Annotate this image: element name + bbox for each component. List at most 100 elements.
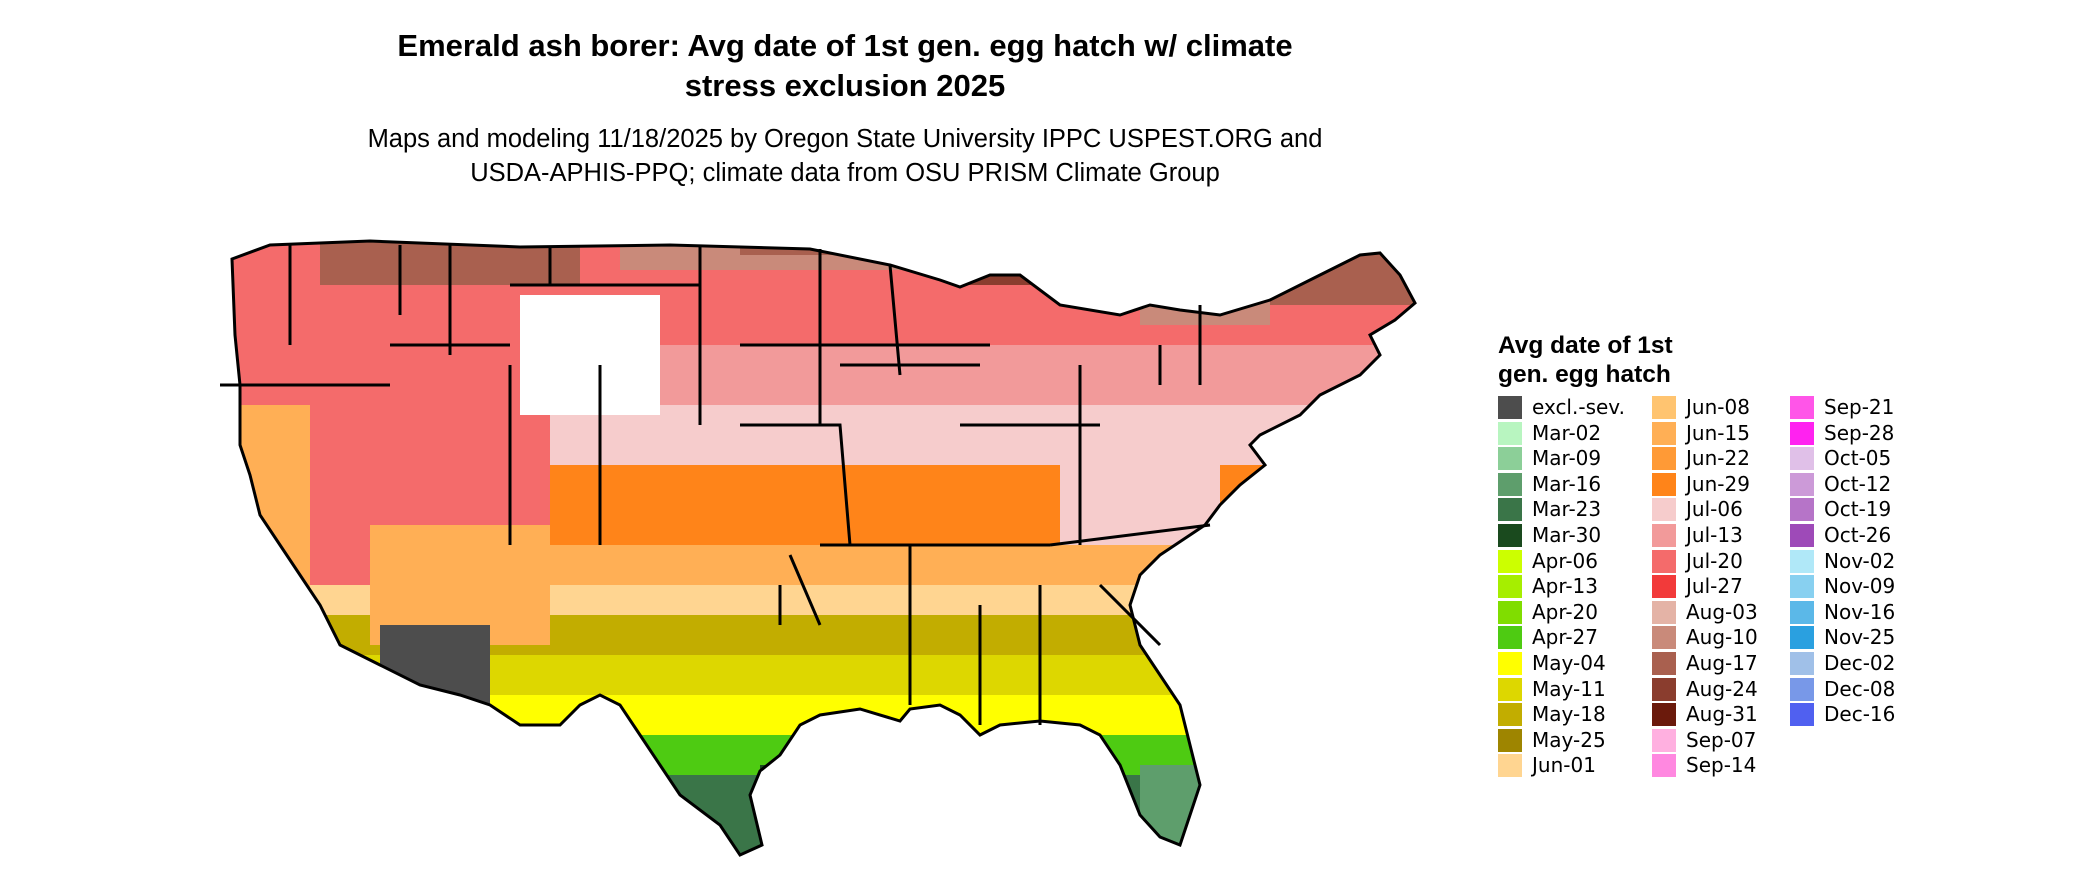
maine-region — [1270, 245, 1415, 305]
map-title: Emerald ash borer: Avg date of 1st gen. … — [340, 26, 1350, 106]
legend-label: Apr-20 — [1532, 599, 1598, 624]
legend-swatch — [1498, 472, 1522, 496]
legend-label: Sep-14 — [1686, 753, 1757, 778]
legend-label: Aug-10 — [1686, 625, 1758, 650]
legend-swatch — [1652, 447, 1676, 471]
legend-swatch — [1498, 703, 1522, 727]
legend-swatch — [1790, 472, 1814, 496]
legend-swatch — [1652, 549, 1676, 573]
legend-swatch — [1498, 498, 1522, 522]
excluded-arizona-region — [380, 625, 490, 725]
legend-label: Jun-01 — [1532, 753, 1596, 778]
legend-label: Nov-02 — [1824, 548, 1896, 573]
legend-label: excl.-sev. — [1532, 395, 1625, 419]
legend-label: Jul-06 — [1686, 497, 1743, 522]
carolina-coast-region — [1220, 545, 1280, 595]
high-mountain-region — [520, 295, 660, 415]
legend-label: Sep-21 — [1824, 395, 1895, 419]
legend-label: Mar-02 — [1532, 420, 1602, 445]
legend-swatch — [1790, 703, 1814, 727]
legend-swatch — [1652, 728, 1676, 752]
band-gulf — [232, 735, 1415, 775]
legend-swatch — [1790, 600, 1814, 624]
legend-swatch — [1652, 575, 1676, 599]
legend-label: May-04 — [1532, 650, 1606, 675]
band-far-south — [232, 775, 1415, 855]
state-lines — [220, 245, 1211, 725]
legend-label: Aug-03 — [1686, 599, 1758, 624]
legend-swatch — [1652, 472, 1676, 496]
south-texas-region — [760, 765, 800, 845]
legend-swatch — [1652, 600, 1676, 624]
legend-label: Mar-09 — [1532, 446, 1602, 471]
legend-swatch — [1790, 498, 1814, 522]
legend-swatch — [1790, 575, 1814, 599]
legend-label: May-25 — [1532, 727, 1606, 752]
legend-label: Dec-08 — [1824, 676, 1896, 701]
legend-label: Apr-13 — [1532, 574, 1598, 599]
state-borders — [220, 239, 1417, 857]
legend-label: Dec-02 — [1824, 650, 1896, 675]
legend-swatch — [1498, 728, 1522, 752]
legend-swatch — [1652, 677, 1676, 701]
legend-swatch — [1652, 421, 1676, 445]
legend-label: Mar-16 — [1532, 471, 1602, 496]
map-subtitle-line-2: USDA-APHIS-PPQ; climate data from OSU PR… — [470, 159, 1220, 187]
legend-label: Sep-28 — [1824, 420, 1895, 445]
legend-label: Aug-31 — [1686, 702, 1758, 727]
us-egg-hatch-map — [220, 239, 1417, 857]
legend-swatch — [1790, 626, 1814, 650]
legend-label: Jul-13 — [1686, 522, 1743, 547]
legend-label: Oct-26 — [1824, 522, 1892, 547]
minnesota-north-region — [740, 241, 940, 255]
legend-swatch — [1790, 677, 1814, 701]
legend-label: Oct-19 — [1824, 497, 1892, 522]
legend-swatch — [1790, 396, 1814, 419]
legend-label: Oct-05 — [1824, 446, 1892, 471]
legend-label: May-18 — [1532, 702, 1606, 727]
band-gulf-coast — [232, 695, 1415, 735]
legend-label: Mar-30 — [1532, 522, 1602, 547]
legend-swatch — [1498, 447, 1522, 471]
legend-label: Jun-29 — [1686, 471, 1750, 496]
legend-label: Jun-15 — [1686, 420, 1750, 445]
legend-swatch — [1790, 421, 1814, 445]
legend-swatch — [1652, 651, 1676, 675]
map-subtitle: Maps and modeling 11/18/2025 by Oregon S… — [300, 122, 1390, 190]
legend-swatch — [1790, 549, 1814, 573]
legend-label: Sep-07 — [1686, 727, 1757, 752]
legend-swatch — [1652, 703, 1676, 727]
legend-swatch — [1498, 677, 1522, 701]
map-subtitle-line-1: Maps and modeling 11/18/2025 by Oregon S… — [367, 125, 1323, 153]
legend-swatch — [1790, 447, 1814, 471]
legend-label: May-11 — [1532, 676, 1606, 701]
legend-swatch — [1498, 523, 1522, 547]
legend-label: Nov-09 — [1824, 574, 1896, 599]
legend-swatch — [1498, 549, 1522, 573]
legend-swatch — [1790, 523, 1814, 547]
legend-label: Aug-24 — [1686, 676, 1758, 701]
legend-swatch — [1652, 754, 1676, 778]
legend-swatch — [1498, 421, 1522, 445]
legend-label: Mar-23 — [1532, 497, 1602, 522]
legend-swatch — [1498, 651, 1522, 675]
legend-title: Avg date of 1st gen. egg hatch — [1498, 331, 1758, 389]
legend-label: Dec-16 — [1824, 702, 1896, 727]
map-title-line-1: Emerald ash borer: Avg date of 1st gen. … — [397, 28, 1293, 63]
legend-swatch — [1498, 600, 1522, 624]
legend-swatch — [1652, 626, 1676, 650]
legend-label: Apr-06 — [1532, 548, 1598, 573]
legend-swatch — [1498, 626, 1522, 650]
legend-swatch — [1498, 754, 1522, 778]
legend-label: Jun-08 — [1686, 395, 1750, 419]
legend-swatch — [1652, 498, 1676, 522]
california-valley-region — [232, 405, 310, 665]
legend-swatch — [1652, 396, 1676, 419]
legend-label: Jul-27 — [1686, 574, 1743, 599]
legend-label: Oct-12 — [1824, 471, 1892, 496]
legend-label: Aug-17 — [1686, 650, 1758, 675]
legend-swatch — [1498, 396, 1522, 419]
legend-swatch — [1498, 575, 1522, 599]
legend-title-line-2: gen. egg hatch — [1498, 361, 1671, 388]
map-fill-bands — [232, 241, 1415, 855]
